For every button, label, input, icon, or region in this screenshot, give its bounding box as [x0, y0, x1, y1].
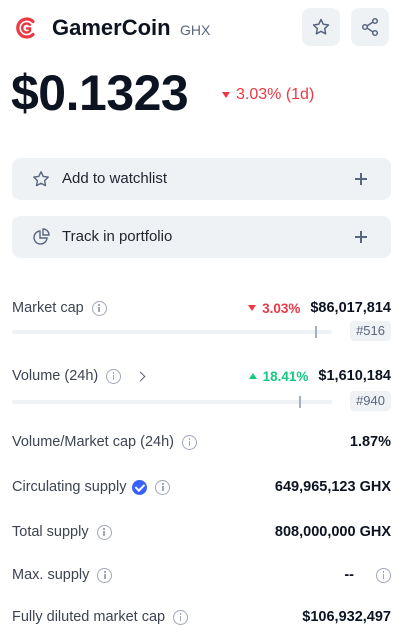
rank-track	[12, 326, 332, 338]
info-icon[interactable]	[155, 479, 171, 495]
rank-track	[12, 396, 332, 408]
info-icon[interactable]	[91, 300, 107, 316]
star-icon	[33, 171, 49, 187]
price-change: 3.03% (1d)	[222, 86, 314, 104]
stat-change: 3.03%	[248, 301, 300, 316]
info-icon[interactable]	[182, 434, 197, 450]
portfolio-button[interactable]: Track in portfolio	[12, 216, 391, 258]
action-label: Track in portfolio	[62, 228, 173, 245]
stat-row: Market cap 3.03% $86,017,814	[12, 297, 391, 319]
coin-logo	[16, 17, 35, 39]
info-icon[interactable]	[106, 368, 122, 384]
stat-value: 649,965,123 GHX	[274, 479, 391, 495]
coin-name: GamerCoin	[52, 15, 171, 40]
star-button[interactable]	[302, 8, 340, 46]
plus-icon	[355, 231, 367, 243]
stat-row: Volume/Market cap (24h) 1.87%	[12, 431, 391, 453]
stat-change: 18.41%	[249, 369, 309, 384]
stat-value: --	[344, 567, 354, 583]
stat-row: Total supply 808,000,000 GHX	[12, 521, 391, 543]
pie-icon	[33, 228, 50, 245]
stat-value: 1.87%	[349, 434, 391, 450]
star-icon	[312, 18, 330, 35]
stat-value: $86,017,814	[310, 300, 391, 316]
stat-label: Total supply	[12, 524, 89, 540]
price: $0.1323	[11, 65, 189, 121]
verified-badge	[132, 479, 148, 495]
rank-badge: #516	[350, 321, 391, 341]
stat-label: Market cap	[12, 300, 84, 316]
stat-row: Circulating supply 649,965,123 GHX	[12, 476, 391, 498]
info-icon[interactable]	[173, 609, 189, 625]
rank-badge: #940	[350, 391, 391, 411]
info-icon[interactable]	[376, 567, 391, 583]
stat-label: Max. supply	[12, 567, 90, 583]
stat-label: Volume (24h)	[12, 368, 99, 384]
stat-row: Volume (24h) 18.41% $1,610,184	[12, 365, 391, 387]
coin-symbol: GHX	[180, 22, 211, 38]
info-icon[interactable]	[97, 567, 113, 583]
rank-knob	[315, 326, 317, 338]
stat-row: Max. supply --	[12, 564, 391, 586]
info-icon[interactable]	[96, 524, 112, 540]
stat-value: $1,610,184	[318, 368, 391, 384]
stat-label: Circulating supply	[12, 479, 127, 495]
stat-value: $106,932,497	[302, 609, 391, 625]
stat-row: Fully diluted market cap $106,932,497	[12, 606, 391, 628]
action-label: Add to watchlist	[62, 170, 168, 187]
stat-value: 808,000,000 GHX	[274, 524, 391, 540]
watchlist-button[interactable]: Add to watchlist	[12, 158, 391, 200]
plus-icon	[355, 173, 367, 185]
stat-label: Volume/Market cap (24h)	[12, 434, 174, 450]
share-icon	[361, 17, 379, 37]
rank-knob	[299, 396, 301, 408]
stat-label: Fully diluted market cap	[12, 609, 166, 625]
chevron-icon[interactable]	[135, 371, 146, 381]
share-button[interactable]	[351, 8, 389, 46]
